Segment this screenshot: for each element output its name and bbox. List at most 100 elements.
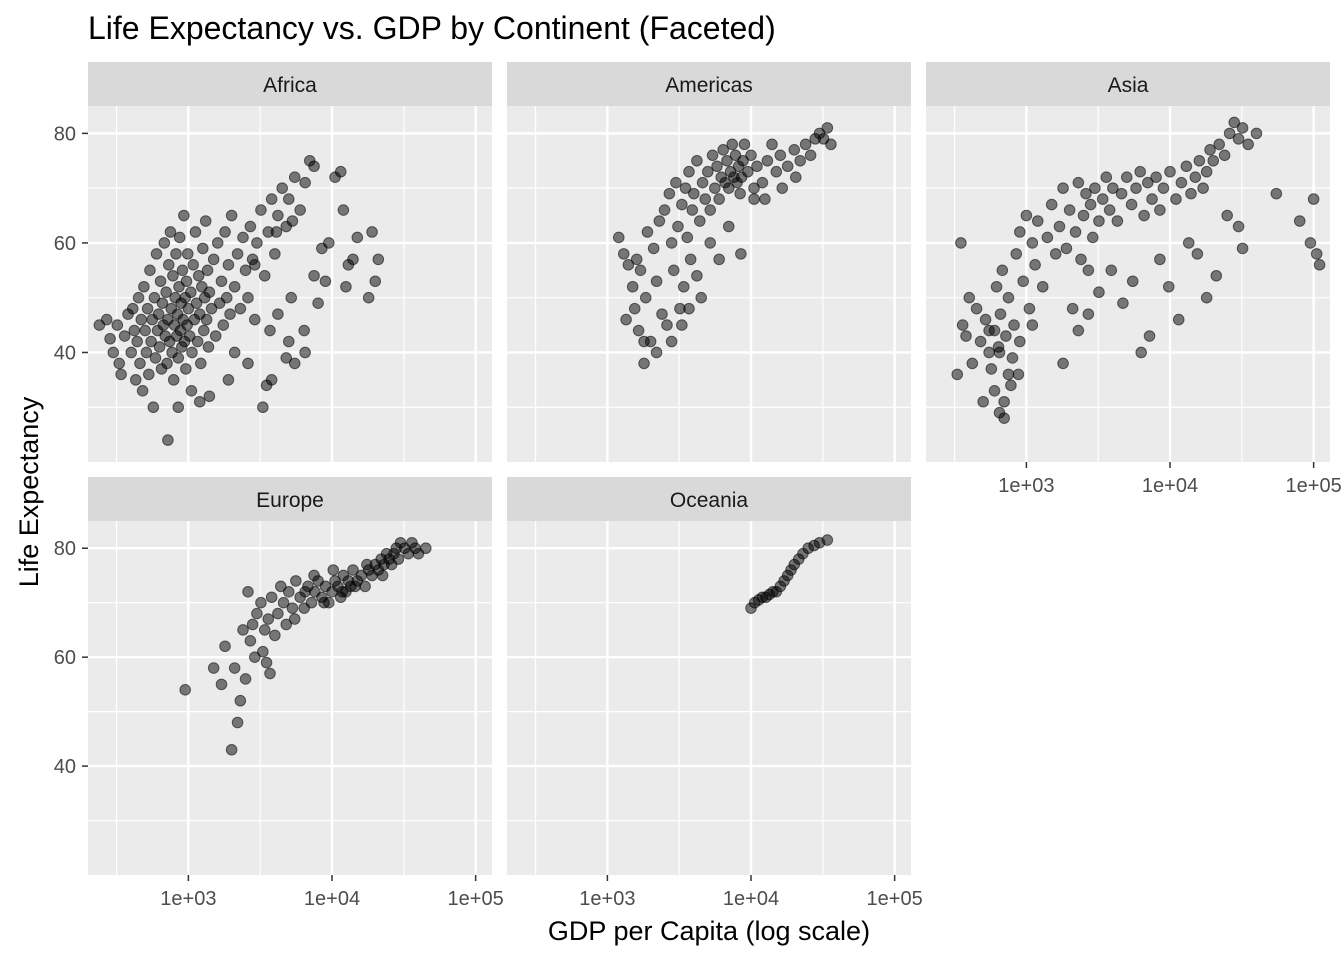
data-point (248, 259, 261, 271)
data-point (1026, 319, 1039, 331)
data-point (170, 248, 182, 260)
data-point (1002, 291, 1015, 304)
data-point (1210, 269, 1223, 282)
data-point (299, 176, 311, 189)
data-point (242, 586, 254, 598)
data-point (709, 182, 721, 194)
data-point (1310, 248, 1323, 260)
data-point (745, 149, 757, 162)
data-point (187, 259, 199, 271)
data-point (650, 275, 663, 288)
data-point (955, 237, 967, 249)
data-point (1080, 187, 1092, 200)
data-point (1100, 171, 1113, 183)
data-point (144, 264, 156, 277)
data-point (622, 259, 635, 271)
data-point (956, 319, 969, 331)
data-point (788, 144, 801, 156)
data-point (1200, 165, 1213, 178)
data-point (149, 352, 162, 364)
data-point (180, 363, 192, 375)
data-point (308, 160, 320, 173)
data-point (276, 182, 289, 194)
data-point (1189, 171, 1202, 183)
data-point (115, 368, 127, 381)
data-point (270, 226, 283, 238)
data-point (738, 138, 751, 151)
data-point (1307, 193, 1320, 205)
data-point (1232, 220, 1245, 233)
x-axis-label: GDP per Capita (log scale) (548, 916, 870, 946)
data-point (337, 204, 350, 216)
data-point (154, 275, 167, 288)
data-point (107, 346, 120, 359)
data-point (305, 596, 318, 609)
data-point (1020, 209, 1033, 222)
data-point (722, 220, 735, 233)
data-point (140, 346, 153, 359)
data-point (737, 154, 749, 167)
data-point (1077, 209, 1090, 222)
data-point (704, 237, 717, 249)
data-point (200, 313, 213, 326)
data-point (113, 357, 126, 370)
data-point (265, 193, 278, 205)
data-point (679, 182, 692, 194)
data-point (612, 231, 625, 244)
data-point (1010, 248, 1023, 260)
data-point (190, 297, 203, 309)
data-point (334, 165, 347, 178)
data-point (225, 209, 238, 222)
data-point (1008, 319, 1020, 331)
strip-label-oceania: Oceania (670, 489, 749, 512)
x-tick-label: 1e+05 (867, 888, 923, 910)
data-point (272, 607, 284, 620)
data-point (228, 346, 241, 359)
data-point (272, 209, 284, 222)
data-point (193, 395, 206, 408)
data-point (203, 390, 216, 403)
data-point (1154, 253, 1166, 266)
data-point (282, 586, 295, 598)
data-point (756, 176, 769, 189)
data-point (639, 291, 652, 304)
x-tick-label: 1e+05 (1286, 475, 1342, 497)
data-point (677, 280, 690, 293)
data-point (966, 357, 979, 370)
data-point (1057, 357, 1069, 370)
data-point (706, 149, 719, 162)
data-point (288, 357, 301, 370)
data-point (219, 640, 231, 653)
data-point (1150, 171, 1162, 183)
facet-africa: Africa 40 60 80 (54, 62, 492, 462)
facet-oceania: Oceania 1e+03 1e+04 1e+05 (507, 477, 923, 910)
data-point (667, 264, 680, 277)
data-point (288, 171, 301, 183)
data-point (1072, 176, 1085, 189)
data-point (164, 226, 177, 238)
data-point (225, 743, 238, 756)
y-tick-label: 40 (54, 342, 76, 364)
data-point (282, 193, 295, 205)
data-point (298, 324, 310, 337)
data-point (228, 662, 241, 674)
data-point (217, 319, 230, 331)
data-point (180, 275, 193, 288)
data-point (701, 165, 714, 178)
data-point (1134, 165, 1146, 178)
data-point (1082, 264, 1095, 277)
data-point (280, 618, 293, 631)
data-point (172, 401, 185, 414)
data-point (126, 302, 139, 315)
data-point (280, 352, 293, 364)
data-point (118, 330, 131, 342)
data-point (150, 248, 163, 260)
data-point (172, 352, 185, 364)
data-point (202, 341, 215, 353)
data-point (153, 341, 166, 353)
data-point (1250, 127, 1263, 140)
data-point (189, 226, 202, 238)
data-point (717, 144, 729, 156)
data-point (632, 324, 645, 337)
